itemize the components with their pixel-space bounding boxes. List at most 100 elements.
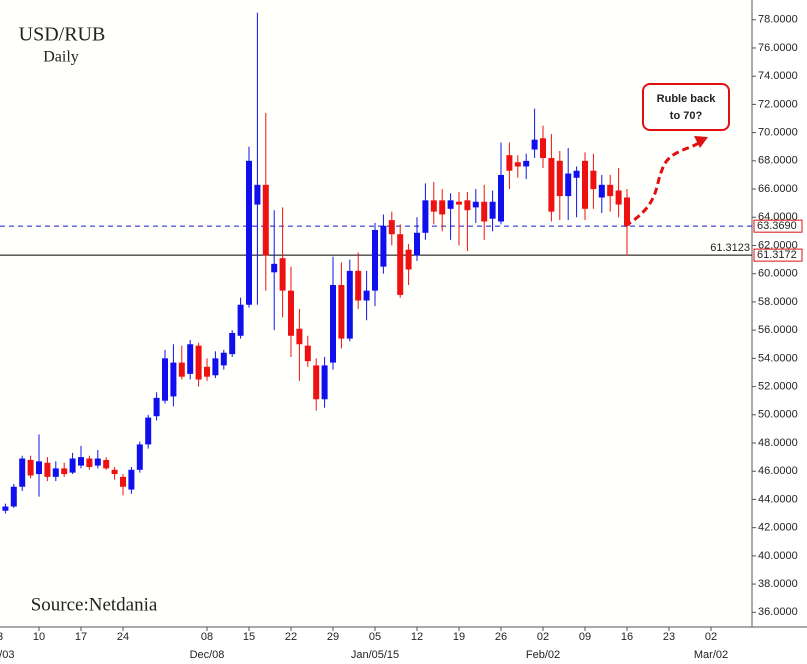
candle-body <box>397 234 404 295</box>
annotation-text: to 70? <box>670 110 703 122</box>
x-tick-label: 03 <box>0 631 3 643</box>
y-tick-label: 38.0000 <box>758 578 798 590</box>
candle-body <box>380 225 387 267</box>
x-tick-label: 02 <box>705 631 717 643</box>
y-tick-label: 52.0000 <box>758 380 798 392</box>
x-tick-label: 08 <box>201 631 213 643</box>
reference-label-box <box>753 219 803 233</box>
candle-body <box>111 469 118 475</box>
candle-body <box>548 158 555 212</box>
candle-body <box>271 263 278 273</box>
annotation-arrow <box>624 139 703 228</box>
plot-area <box>0 0 752 627</box>
price-note: 61.3123 <box>710 242 750 254</box>
candle-body <box>430 200 437 212</box>
candle-body <box>187 344 194 374</box>
candle-body <box>145 417 152 445</box>
candle-body <box>86 458 93 467</box>
candle-body <box>44 462 51 477</box>
x-sub-label: Mar/02 <box>694 649 728 661</box>
candle-body <box>128 469 135 490</box>
x-tick-label: 05 <box>369 631 381 643</box>
candle-body <box>296 328 303 345</box>
candle-body <box>355 270 362 301</box>
x-tick-label: 16 <box>621 631 633 643</box>
y-tick-label: 36.0000 <box>758 606 798 618</box>
reference-label-box <box>753 248 803 262</box>
candle-body <box>195 345 202 380</box>
candle-body <box>120 476 126 487</box>
candle-body <box>78 457 84 466</box>
candle-body <box>531 139 538 150</box>
x-tick-label: 22 <box>285 631 297 643</box>
y-tick-label: 74.0000 <box>758 70 798 82</box>
candle-body <box>464 200 471 211</box>
candle-body <box>246 160 252 305</box>
candle-body <box>204 366 210 377</box>
candle-body <box>153 397 160 417</box>
y-tick-label: 58.0000 <box>758 296 798 308</box>
candle-body <box>237 304 244 336</box>
y-tick-label: 40.0000 <box>758 550 798 562</box>
candle-body <box>405 249 412 270</box>
candle-body <box>540 138 546 159</box>
y-tick-label: 46.0000 <box>758 465 798 477</box>
x-sub-label: Jan/05/15 <box>351 649 399 661</box>
y-tick-label: 62.0000 <box>758 239 798 251</box>
candle-body <box>598 184 605 198</box>
annotation-box <box>642 83 730 131</box>
x-tick-label: 24 <box>117 631 129 643</box>
candle-body <box>136 444 143 470</box>
candle-body <box>514 162 521 167</box>
candle-body <box>94 458 101 466</box>
x-tick-label: 09 <box>579 631 591 643</box>
candle-body <box>313 365 320 400</box>
y-tick-label: 78.0000 <box>758 14 798 26</box>
x-tick-label: 17 <box>75 631 87 643</box>
candle-body <box>27 459 34 476</box>
x-tick-label: 10 <box>33 631 45 643</box>
candle-body <box>69 458 76 473</box>
candle-body <box>472 201 479 208</box>
candle-body <box>288 290 294 336</box>
candle-body <box>338 284 345 339</box>
candle-body <box>220 352 227 366</box>
candle-body <box>372 229 378 291</box>
candle-body <box>582 160 588 209</box>
x-tick-label: 19 <box>453 631 465 643</box>
source: Source:Netdania <box>31 594 158 615</box>
candle-body <box>321 365 328 400</box>
y-tick-label: 54.0000 <box>758 352 798 364</box>
y-tick-label: 76.0000 <box>758 42 798 54</box>
candle-body <box>254 184 261 205</box>
candle-body <box>439 200 446 215</box>
candle-body <box>178 362 185 377</box>
candle-body <box>52 468 59 477</box>
candle-body <box>229 332 236 355</box>
candle-body <box>212 358 219 376</box>
candle-body <box>363 290 370 301</box>
candle-body <box>10 486 17 507</box>
candle-body <box>573 170 580 178</box>
x-sub-label: Feb/02 <box>526 649 560 661</box>
candle-body <box>279 258 286 291</box>
candle-body <box>330 284 336 363</box>
x-sub-label: Dec/08 <box>190 649 225 661</box>
candle-body <box>506 155 513 171</box>
x-tick-label: 26 <box>495 631 507 643</box>
y-tick-label: 70.0000 <box>758 127 798 139</box>
y-tick-label: 72.0000 <box>758 98 798 110</box>
annotation-text: Ruble back <box>657 93 717 105</box>
y-tick-label: 68.0000 <box>758 155 798 167</box>
y-tick-label: 42.0000 <box>758 522 798 534</box>
candle-body <box>624 197 630 226</box>
candle-body <box>170 362 177 397</box>
candle-body <box>19 458 26 487</box>
candle-body <box>422 200 429 233</box>
chart-subtitle: Daily <box>43 49 79 66</box>
x-tick-label: 15 <box>243 631 255 643</box>
y-tick-label: 48.0000 <box>758 437 798 449</box>
candle-body <box>565 173 572 197</box>
annotation: Ruble back to 70? <box>624 83 730 228</box>
reference-label: 63.3690 <box>757 220 797 232</box>
